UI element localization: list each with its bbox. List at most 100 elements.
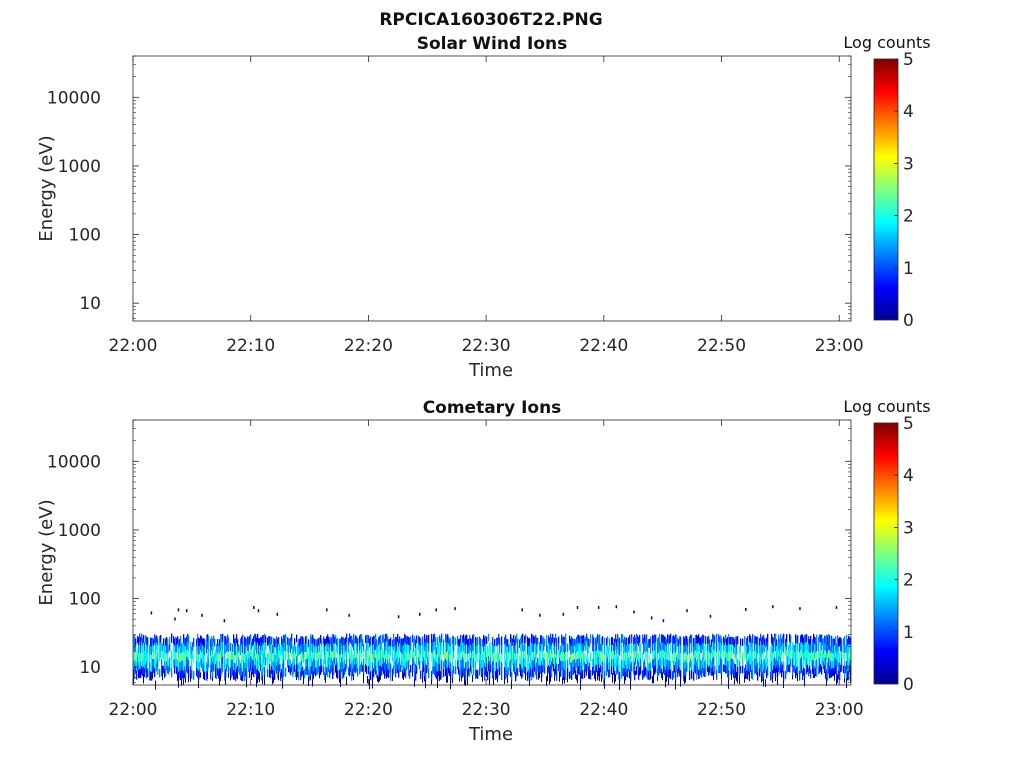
heatmap-cell — [564, 653, 566, 663]
heatmap-cell — [795, 651, 797, 661]
heatmap-cell — [315, 646, 317, 655]
heatmap-cell — [138, 637, 140, 646]
heatmap-cell — [389, 658, 391, 666]
heatmap-cell — [540, 635, 542, 644]
heatmap-cell — [470, 664, 472, 672]
heatmap-cell — [718, 634, 720, 643]
heatmap-cell — [188, 660, 190, 669]
heatmap-cell — [781, 646, 783, 655]
heatmap-cell — [739, 668, 741, 677]
heatmap-cell — [828, 649, 830, 659]
heatmap-cell — [683, 645, 685, 655]
heatmap-cell — [296, 670, 297, 680]
heatmap-cell — [524, 665, 526, 674]
heatmap-cell — [149, 644, 151, 655]
heatmap-cell — [244, 636, 246, 646]
heatmap-cell — [623, 668, 625, 677]
heatmap-cell — [763, 660, 765, 670]
heatmap-cell — [630, 664, 632, 673]
heatmap-cell — [431, 680, 432, 685]
heatmap-cell — [351, 653, 353, 663]
heatmap-cell — [783, 642, 785, 653]
heatmap-cell — [260, 657, 262, 665]
heatmap-cell — [306, 659, 308, 668]
heatmap-cell — [587, 653, 589, 662]
heatmap-cell — [551, 669, 553, 678]
heatmap-cell — [781, 638, 783, 647]
heatmap-cell — [693, 646, 695, 656]
heatmap-cell — [345, 664, 347, 672]
heatmap-cell — [333, 658, 335, 668]
heatmap-cell — [514, 653, 516, 661]
heatmap-cell — [396, 651, 398, 659]
heatmap-cell — [662, 642, 664, 651]
heatmap-cell — [708, 635, 710, 645]
heatmap-cell — [471, 666, 473, 675]
heatmap-cell — [301, 660, 303, 669]
heatmap-cell — [292, 669, 294, 677]
heatmap-cell — [724, 665, 726, 672]
heatmap-cell — [644, 642, 646, 652]
heatmap-cell — [847, 671, 848, 681]
heatmap-cell — [751, 670, 753, 679]
heatmap-cell — [653, 659, 655, 668]
heatmap-cell — [576, 636, 578, 645]
heatmap-cell — [469, 668, 471, 677]
heatmap-cell — [539, 664, 541, 673]
heatmap-cell — [844, 678, 845, 683]
heatmap-cell — [271, 644, 273, 652]
heatmap-cell — [652, 642, 654, 652]
heatmap-cell — [528, 661, 530, 671]
heatmap-cell — [724, 645, 726, 653]
heatmap-cell — [289, 645, 291, 653]
heatmap-cell — [224, 653, 226, 663]
heatmap-cell — [762, 645, 764, 655]
heatmap-cell — [251, 671, 252, 680]
heatmap-cell — [228, 659, 230, 667]
heatmap-cell — [837, 674, 838, 683]
heatmap-cell — [136, 670, 138, 680]
heatmap-cell — [298, 639, 300, 648]
heatmap-cell — [176, 659, 178, 668]
heatmap-cell — [150, 637, 152, 647]
heatmap-cell — [163, 652, 165, 660]
heatmap-cell — [824, 665, 826, 673]
heatmap-cell — [695, 657, 697, 666]
heatmap-cell — [560, 653, 562, 662]
heatmap-cell — [631, 643, 633, 653]
heatmap-cell — [628, 664, 630, 672]
heatmap-cell — [254, 641, 256, 650]
heatmap-cell — [675, 652, 677, 663]
heatmap-cell — [174, 645, 176, 653]
heatmap-cell — [744, 667, 746, 677]
heatmap-cell — [539, 672, 540, 679]
heatmap-cell — [719, 636, 721, 644]
heatmap-cell — [212, 653, 214, 662]
heatmap-cell — [757, 662, 759, 672]
heatmap-cell — [514, 666, 516, 675]
heatmap-cell — [645, 651, 647, 660]
heatmap-cell — [310, 666, 312, 676]
heatmap-cell — [524, 650, 526, 659]
heatmap-cell — [267, 637, 269, 647]
heatmap-cell — [167, 652, 169, 660]
heatmap-cell — [278, 644, 280, 652]
heatmap-cell — [433, 634, 435, 643]
heatmap-cell — [760, 649, 762, 658]
heatmap-cell — [488, 663, 490, 672]
heatmap-cell — [843, 645, 845, 653]
heatmap-cell — [755, 643, 757, 652]
heatmap-cell — [477, 636, 479, 646]
heatmap-cell — [485, 667, 487, 676]
heatmap-cell — [562, 661, 564, 671]
heatmap-cell — [248, 651, 250, 659]
heatmap-cell — [772, 645, 774, 654]
heatmap-cell — [408, 652, 410, 661]
heatmap-cell — [418, 635, 420, 644]
heatmap-cell — [849, 665, 851, 673]
heatmap-cell — [561, 651, 563, 661]
heatmap-cell — [432, 660, 434, 668]
heatmap-cell — [665, 678, 666, 688]
heatmap-cell — [228, 644, 230, 653]
heatmap-cell — [415, 672, 417, 681]
